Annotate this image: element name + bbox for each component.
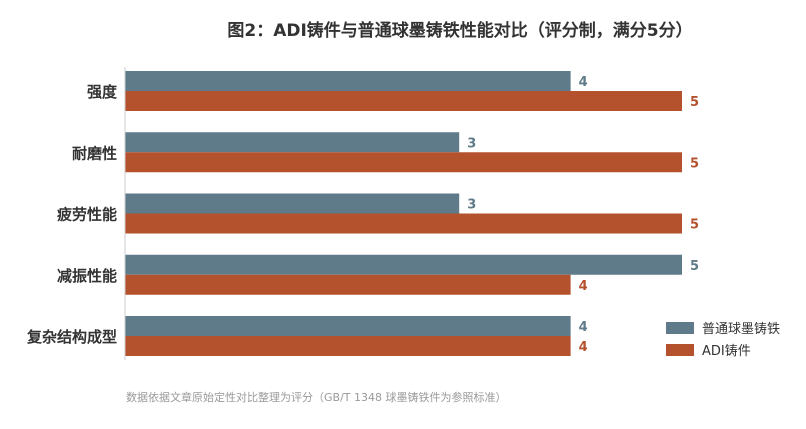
chart-footnote: 数据依据文章原始定性对比整理为评分（GB/T 1348 球墨铸铁件为参照标准） — [126, 391, 507, 404]
bar-adi-casting — [125, 91, 682, 111]
bar-ordinary-ductile-iron — [125, 316, 571, 336]
bar-adi-casting — [125, 336, 571, 356]
data-label: 5 — [690, 259, 699, 274]
data-label: 4 — [579, 279, 588, 294]
legend-label: 普通球墨铸铁 — [702, 321, 780, 337]
data-label: 3 — [467, 198, 476, 213]
category-label: 疲劳性能 — [57, 206, 117, 224]
legend-swatch — [666, 322, 694, 334]
chart-title: 图2：ADI铸件与普通球墨铸铁性能对比（评分制，满分5分） — [227, 21, 693, 41]
bar-adi-casting — [125, 213, 682, 234]
data-label: 4 — [579, 320, 588, 335]
category-label: 复杂结构成型 — [26, 328, 117, 346]
data-label: 5 — [690, 95, 699, 110]
bar-adi-casting — [125, 274, 571, 295]
category-label: 耐磨性 — [72, 144, 117, 162]
bar-ordinary-ductile-iron — [125, 254, 682, 275]
data-label: 5 — [690, 156, 699, 171]
data-label: 5 — [690, 218, 699, 233]
category-label: 减振性能 — [57, 267, 117, 285]
legend-swatch — [666, 344, 694, 356]
bar-ordinary-ductile-iron — [125, 132, 460, 153]
bar-adi-casting — [125, 152, 682, 173]
legend-label: ADI铸件 — [702, 343, 751, 359]
data-label: 3 — [467, 136, 476, 151]
data-label: 4 — [579, 75, 588, 90]
category-label: 强度 — [87, 83, 118, 101]
bar-ordinary-ductile-iron — [125, 71, 571, 91]
data-label: 4 — [579, 340, 588, 355]
bar-ordinary-ductile-iron — [125, 193, 460, 214]
